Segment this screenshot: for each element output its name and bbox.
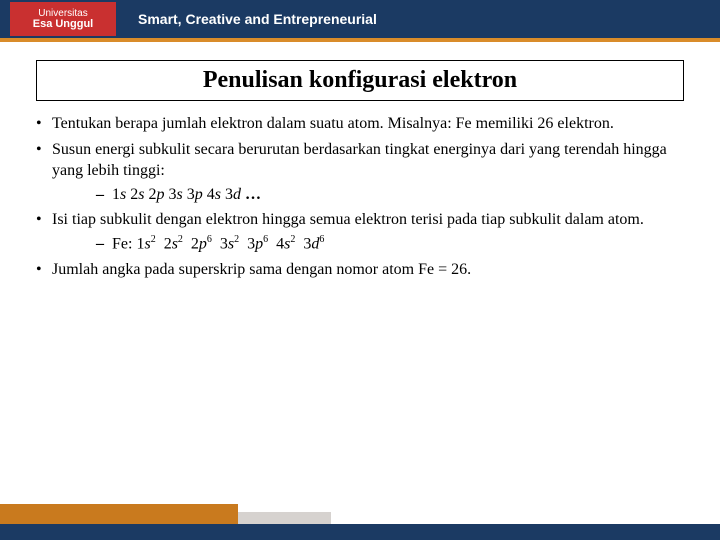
footer-orange-strip (0, 504, 238, 524)
bullet-2-sub: 1s 2s 2p 3s 3p 4s 3d … (52, 184, 684, 206)
bullet-1: Tentukan berapa jumlah elektron dalam su… (36, 113, 684, 135)
bullet-3-text: Isi tiap subkulit dengan elektron hingga… (52, 211, 644, 228)
footer-blue-strip (0, 524, 720, 540)
slide-title: Penulisan konfigurasi elektron (47, 67, 673, 94)
bullet-2-text: Susun energi subkulit secara berurutan b… (52, 141, 667, 180)
university-logo: Universitas Esa Unggul (10, 2, 116, 36)
slide-content: Tentukan berapa jumlah elektron dalam su… (36, 113, 684, 280)
logo-line2: Esa Unggul (33, 19, 94, 30)
bullet-2: Susun energi subkulit secara berurutan b… (36, 139, 684, 206)
bullet-3-sub: Fe: 1s2 2s2 2p6 3s2 3p6 4s2 3d6 (52, 233, 684, 255)
bullet-4-text: Jumlah angka pada superskrip sama dengan… (52, 261, 471, 278)
header-bar: Universitas Esa Unggul Smart, Creative a… (0, 0, 720, 42)
bullet-3: Isi tiap subkulit dengan elektron hingga… (36, 209, 684, 255)
header-tagline: Smart, Creative and Entrepreneurial (138, 11, 377, 27)
footer-decoration (0, 498, 720, 540)
slide-title-box: Penulisan konfigurasi elektron (36, 60, 684, 101)
bullet-4: Jumlah angka pada superskrip sama dengan… (36, 259, 684, 281)
bullet-1-text: Tentukan berapa jumlah elektron dalam su… (52, 115, 614, 132)
